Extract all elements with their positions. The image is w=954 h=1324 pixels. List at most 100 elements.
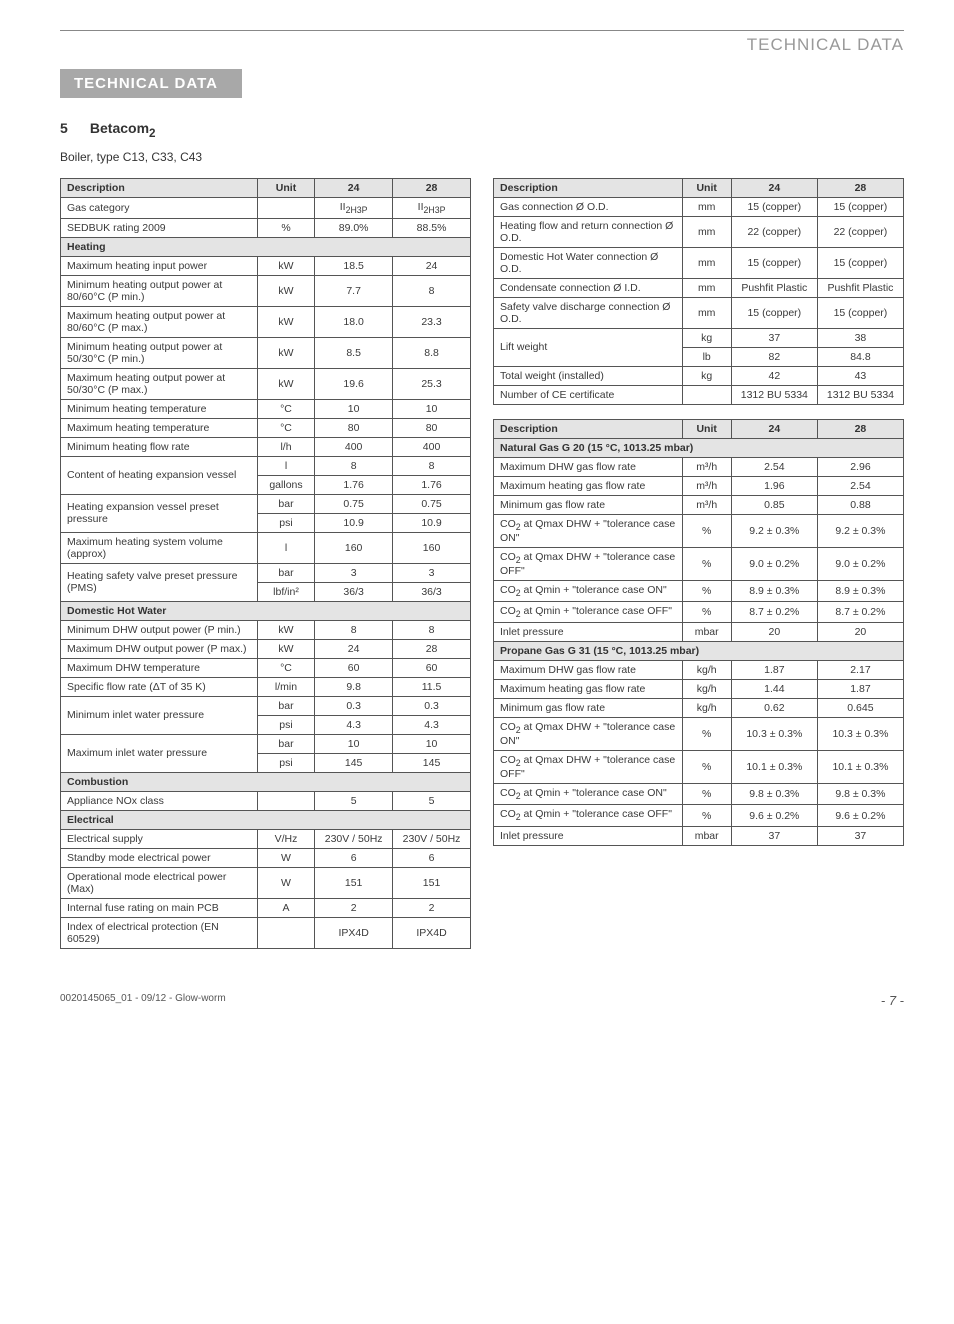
- cell: 5: [393, 791, 471, 810]
- cell: [257, 197, 314, 218]
- cell: W: [257, 848, 314, 867]
- cell: mm: [682, 297, 731, 328]
- cell: 2.54: [817, 476, 903, 495]
- cell: 8.7 ± 0.2%: [731, 602, 817, 623]
- cell: Number of CE certificate: [494, 385, 683, 404]
- cell: W: [257, 867, 314, 898]
- cell: Minimum gas flow rate: [494, 495, 683, 514]
- cell: 9.8 ± 0.3%: [817, 784, 903, 805]
- cell: 89.0%: [315, 218, 393, 237]
- cell: 8: [315, 620, 393, 639]
- cell: 8.5: [315, 337, 393, 368]
- cell: kW: [257, 620, 314, 639]
- cell: 8.9 ± 0.3%: [817, 580, 903, 601]
- cell: Maximum DHW output power (P max.): [61, 639, 258, 658]
- cell: Domestic Hot Water connection Ø O.D.: [494, 247, 683, 278]
- cell: 42: [731, 366, 817, 385]
- col-header: Description: [61, 178, 258, 197]
- cell: l/min: [257, 677, 314, 696]
- cell: 0.85: [731, 495, 817, 514]
- cell: kg/h: [682, 699, 731, 718]
- cell: 9.6 ± 0.2%: [817, 805, 903, 826]
- cell: Lift weight: [494, 328, 683, 366]
- cell: 37: [731, 328, 817, 347]
- cell: 37: [731, 826, 817, 845]
- right-bottom-table: DescriptionUnit2428Natural Gas G 20 (15 …: [493, 419, 904, 846]
- cell: 43: [817, 366, 903, 385]
- col-header: Description: [494, 419, 683, 438]
- cell: 230V / 50Hz: [393, 829, 471, 848]
- cell: kg: [682, 328, 731, 347]
- cell: mm: [682, 197, 731, 216]
- cell: Minimum DHW output power (P min.): [61, 620, 258, 639]
- cell: Minimum gas flow rate: [494, 699, 683, 718]
- cell: Minimum heating output power at 50/30°C …: [61, 337, 258, 368]
- subhead-title: Betacom: [90, 120, 149, 136]
- cell: 37: [817, 826, 903, 845]
- cell: CO2 at Qmin + "tolerance case OFF": [494, 805, 683, 826]
- cell: 15 (copper): [731, 197, 817, 216]
- cell: 1.96: [731, 476, 817, 495]
- cell: 8.7 ± 0.2%: [817, 602, 903, 623]
- cell: [257, 791, 314, 810]
- cell: Maximum inlet water pressure: [61, 734, 258, 772]
- cell: 10.1 ± 0.3%: [817, 751, 903, 784]
- cell: bar: [257, 494, 314, 513]
- cell: l: [257, 456, 314, 475]
- cell: 8.8: [393, 337, 471, 368]
- cell: Pushfit Plastic: [731, 278, 817, 297]
- cell: 145: [393, 753, 471, 772]
- cell: 3: [393, 563, 471, 582]
- cell: lb: [682, 347, 731, 366]
- cell: %: [682, 805, 731, 826]
- cell: 25.3: [393, 368, 471, 399]
- cell: II2H3P: [315, 197, 393, 218]
- cell: CO2 at Qmin + "tolerance case OFF": [494, 602, 683, 623]
- subhead-sub: 2: [149, 127, 155, 140]
- cell: kW: [257, 368, 314, 399]
- cell: Standby mode electrical power: [61, 848, 258, 867]
- cell: Gas connection Ø O.D.: [494, 197, 683, 216]
- cell: 23.3: [393, 306, 471, 337]
- cell: 8.9 ± 0.3%: [731, 580, 817, 601]
- cell: 5: [315, 791, 393, 810]
- cell: Maximum heating gas flow rate: [494, 476, 683, 495]
- col-header: 24: [731, 178, 817, 197]
- cell: 24: [393, 256, 471, 275]
- cell: CO2 at Qmax DHW + "tolerance case OFF": [494, 751, 683, 784]
- cell: 151: [315, 867, 393, 898]
- cell: Maximum heating temperature: [61, 418, 258, 437]
- cell: 10.9: [315, 513, 393, 532]
- cell: 6: [393, 848, 471, 867]
- section-row: Domestic Hot Water: [61, 601, 471, 620]
- col-header: Unit: [682, 419, 731, 438]
- cell: 2.17: [817, 661, 903, 680]
- cell: Heating expansion vessel preset pressure: [61, 494, 258, 532]
- cell: CO2 at Qmax DHW + "tolerance case ON": [494, 514, 683, 547]
- col-header: 28: [817, 419, 903, 438]
- cell: IPX4D: [315, 917, 393, 948]
- cell: mbar: [682, 826, 731, 845]
- cell: 15 (copper): [817, 247, 903, 278]
- cell: m³/h: [682, 495, 731, 514]
- cell: 1.87: [817, 680, 903, 699]
- cell: %: [682, 751, 731, 784]
- cell: 10: [393, 399, 471, 418]
- cell: Heating safety valve preset pressure (PM…: [61, 563, 258, 601]
- cell: 2.54: [731, 457, 817, 476]
- cell: Heating flow and return connection Ø O.D…: [494, 216, 683, 247]
- cell: 2: [393, 898, 471, 917]
- cell: Safety valve discharge connection Ø O.D.: [494, 297, 683, 328]
- cell: Electrical supply: [61, 829, 258, 848]
- cell: 400: [393, 437, 471, 456]
- cell: 28: [393, 639, 471, 658]
- cell: Condensate connection Ø I.D.: [494, 278, 683, 297]
- cell: 36/3: [393, 582, 471, 601]
- cell: m³/h: [682, 476, 731, 495]
- cell: 6: [315, 848, 393, 867]
- cell: 4.3: [393, 715, 471, 734]
- columns: DescriptionUnit2428Gas categoryII2H3PII2…: [60, 178, 904, 963]
- cell: V/Hz: [257, 829, 314, 848]
- cell: 36/3: [315, 582, 393, 601]
- section-row: Propane Gas G 31 (15 °C, 1013.25 mbar): [494, 642, 904, 661]
